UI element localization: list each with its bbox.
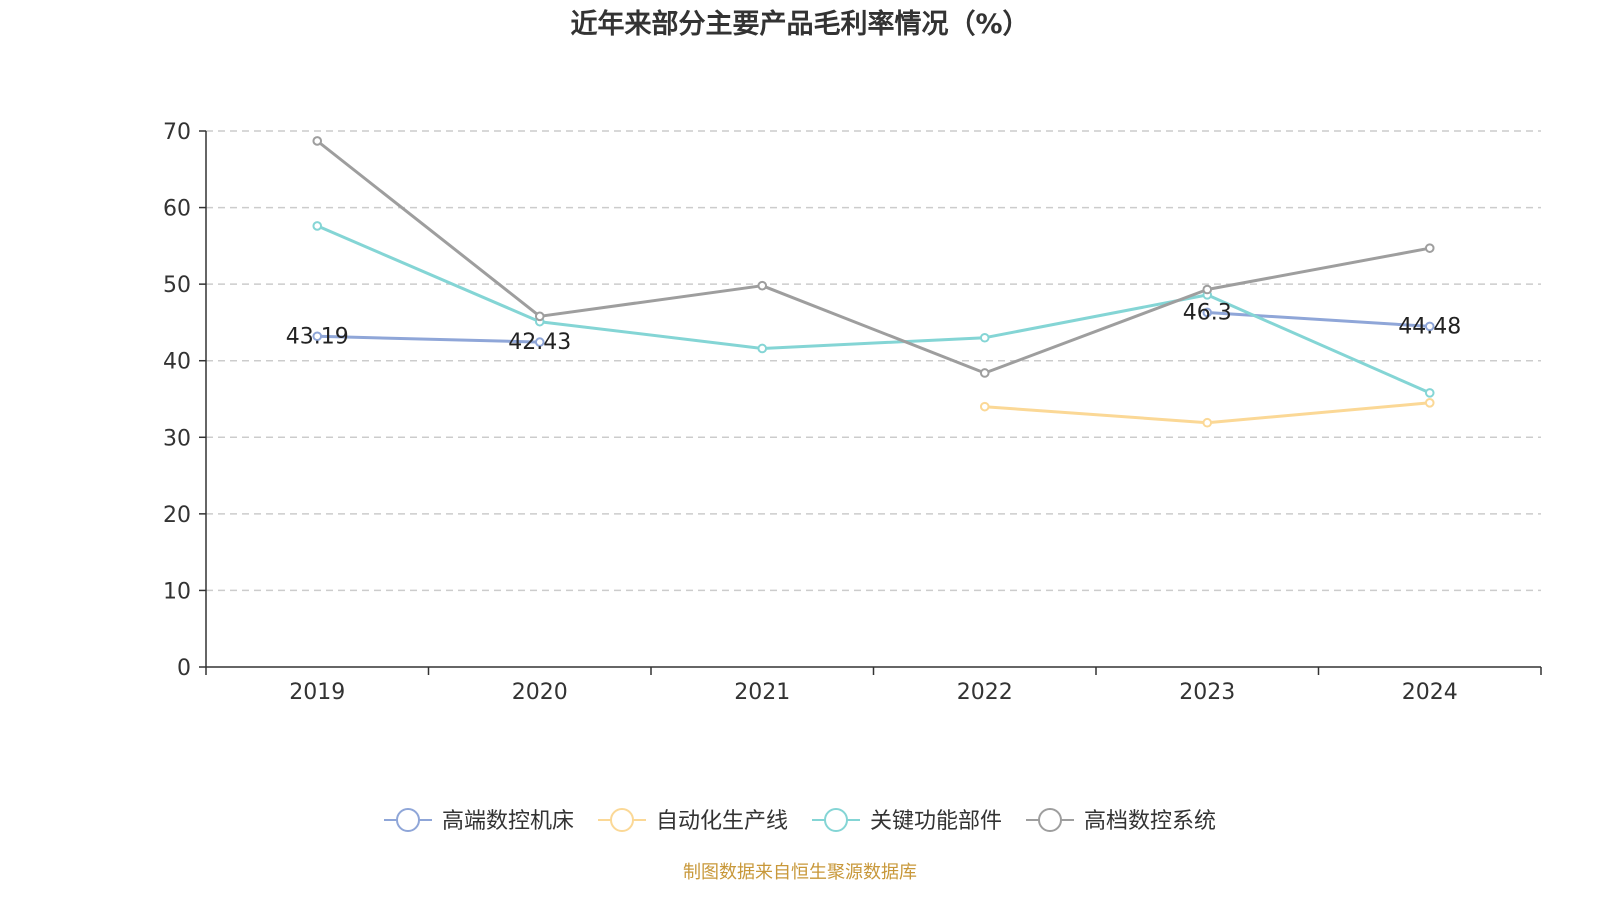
- y-tick-label: 30: [163, 426, 191, 451]
- source-note: 制图数据来自恒生聚源数据库: [683, 862, 917, 883]
- legend-item-4[interactable]: 高档数控系统: [1026, 808, 1216, 834]
- y-tick-label: 40: [163, 350, 191, 375]
- y-tick-label: 10: [163, 579, 191, 604]
- x-tick-label: 2019: [289, 680, 345, 705]
- legend[interactable]: 高端数控机床 自动化生产线 关键功能部件 高档数控系统: [384, 808, 1216, 834]
- y-tick-label: 60: [163, 197, 191, 222]
- data-point[interactable]: [979, 368, 990, 378]
- legend-item-1[interactable]: 高端数控机床: [384, 808, 574, 834]
- data-point[interactable]: [757, 280, 768, 291]
- legend-circle-icon: [1038, 808, 1062, 832]
- data-point[interactable]: [757, 343, 768, 354]
- data-point[interactable]: [1424, 243, 1435, 253]
- x-tick-label: 2022: [957, 680, 1013, 705]
- legend-circle-icon: [396, 808, 420, 832]
- legend-circle-icon: [824, 808, 848, 832]
- x-tick-label: 2023: [1179, 680, 1235, 705]
- y-tick-label: 50: [163, 273, 191, 298]
- series-1: [312, 307, 1435, 347]
- y-tick-label: 20: [163, 503, 191, 528]
- x-tick-label: 2024: [1402, 680, 1458, 705]
- series-layer: [312, 136, 1435, 428]
- data-point[interactable]: [1202, 417, 1213, 428]
- x-tick-label: 2020: [512, 680, 568, 705]
- y-tick-label: 70: [163, 120, 191, 145]
- data-point[interactable]: [1202, 284, 1213, 295]
- legend-label: 高端数控机床: [442, 809, 574, 834]
- data-point[interactable]: [534, 337, 545, 347]
- series-2: [979, 398, 1435, 428]
- data-label: 46.3: [1183, 300, 1232, 325]
- data-point[interactable]: [312, 136, 323, 146]
- data-label: 42.43: [508, 330, 571, 355]
- data-labels: 43.19 42.43 46.3 44.48: [286, 300, 1461, 355]
- series-line: [316, 224, 1431, 395]
- axes: 0 10 20 30 40 50 60 70 2019 2020 2021 2022 2023 2024: [163, 120, 1542, 705]
- legend-label: 自动化生产线: [656, 809, 788, 834]
- y-tick-label: 0: [177, 656, 191, 681]
- series-3: [312, 221, 1435, 398]
- data-point[interactable]: [312, 221, 323, 231]
- legend-item-2[interactable]: 自动化生产线: [598, 808, 788, 834]
- chart-title: 近年来部分主要产品毛利率情况（%）: [570, 8, 1029, 40]
- legend-label: 关键功能部件: [870, 809, 1002, 834]
- data-point[interactable]: [1424, 321, 1435, 332]
- legend-label: 高档数控系统: [1084, 809, 1216, 834]
- data-label: 44.48: [1398, 314, 1461, 339]
- grid-lines: [206, 130, 1541, 592]
- series-4: [312, 136, 1435, 378]
- legend-circle-icon: [610, 808, 634, 832]
- series-line: [1207, 311, 1430, 328]
- data-label: 43.19: [286, 324, 349, 349]
- data-point[interactable]: [1424, 388, 1435, 398]
- x-tick-label: 2021: [734, 680, 790, 705]
- data-point[interactable]: [1202, 307, 1213, 318]
- series-line: [317, 334, 540, 344]
- data-point[interactable]: [979, 401, 990, 412]
- data-point[interactable]: [979, 332, 990, 343]
- data-point[interactable]: [534, 311, 545, 322]
- legend-item-3[interactable]: 关键功能部件: [812, 808, 1002, 834]
- data-point[interactable]: [1424, 398, 1435, 408]
- series-line: [316, 139, 1431, 375]
- data-point[interactable]: [312, 331, 323, 342]
